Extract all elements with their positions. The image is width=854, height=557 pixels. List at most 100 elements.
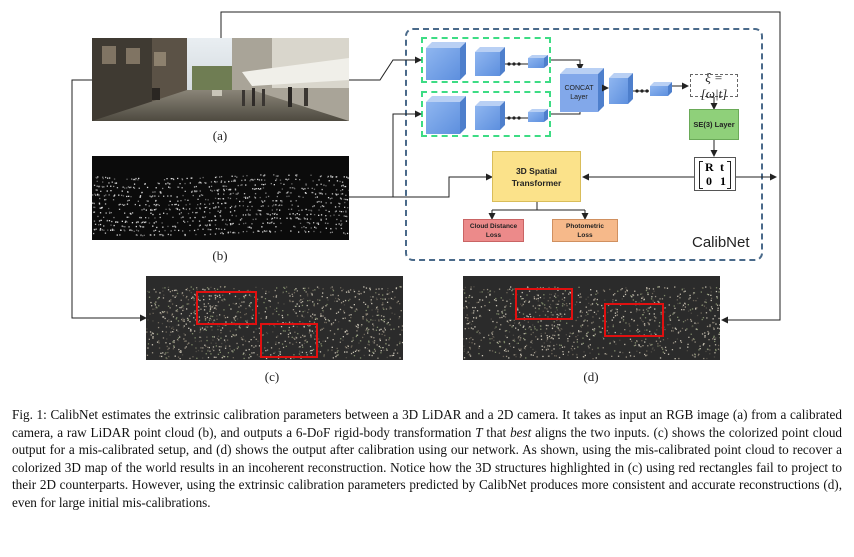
point bbox=[544, 307, 546, 309]
point bbox=[303, 217, 305, 219]
point bbox=[182, 230, 184, 232]
point bbox=[124, 221, 126, 223]
point bbox=[308, 222, 310, 224]
point bbox=[139, 216, 141, 219]
point bbox=[185, 289, 187, 291]
point bbox=[306, 293, 309, 295]
point bbox=[301, 304, 304, 307]
point bbox=[103, 229, 105, 231]
point bbox=[281, 204, 283, 206]
point bbox=[291, 183, 293, 185]
point bbox=[162, 316, 164, 318]
point bbox=[543, 297, 545, 299]
point bbox=[463, 348, 466, 350]
point bbox=[176, 208, 179, 210]
point bbox=[148, 296, 151, 298]
highlight-rectangle bbox=[515, 288, 573, 320]
point bbox=[392, 354, 395, 356]
point bbox=[187, 318, 190, 320]
point bbox=[593, 335, 596, 337]
point bbox=[311, 294, 313, 296]
point bbox=[100, 219, 102, 221]
point bbox=[192, 211, 194, 214]
point bbox=[239, 303, 241, 305]
point bbox=[388, 339, 390, 341]
point bbox=[335, 355, 337, 358]
point bbox=[385, 343, 387, 345]
point bbox=[179, 336, 181, 338]
point bbox=[232, 222, 234, 225]
point bbox=[216, 337, 219, 340]
point bbox=[368, 344, 370, 346]
point bbox=[377, 309, 379, 311]
point bbox=[278, 350, 280, 353]
point bbox=[168, 208, 171, 210]
point bbox=[372, 296, 374, 298]
point bbox=[194, 340, 197, 342]
point bbox=[115, 221, 117, 223]
point bbox=[198, 225, 201, 227]
point bbox=[298, 300, 301, 302]
point bbox=[185, 204, 187, 206]
point bbox=[504, 316, 507, 318]
point bbox=[313, 230, 315, 233]
point bbox=[220, 329, 222, 331]
point bbox=[165, 331, 167, 333]
point bbox=[245, 349, 247, 351]
point bbox=[701, 287, 704, 289]
point bbox=[719, 331, 720, 334]
point bbox=[302, 196, 304, 198]
point bbox=[581, 324, 584, 326]
point bbox=[344, 299, 347, 302]
point bbox=[208, 220, 210, 222]
point bbox=[546, 347, 548, 349]
point bbox=[111, 220, 113, 223]
point bbox=[255, 338, 257, 340]
point bbox=[546, 308, 548, 310]
point bbox=[265, 292, 267, 295]
point bbox=[714, 340, 716, 343]
point bbox=[221, 327, 224, 329]
point bbox=[496, 321, 498, 324]
point bbox=[209, 350, 211, 352]
point bbox=[277, 204, 280, 207]
point bbox=[148, 222, 151, 224]
point bbox=[195, 212, 197, 214]
point bbox=[214, 176, 217, 179]
point bbox=[133, 178, 135, 181]
point bbox=[221, 299, 223, 301]
point bbox=[154, 229, 157, 231]
point bbox=[235, 215, 237, 217]
point bbox=[668, 316, 670, 318]
point bbox=[480, 306, 483, 308]
point bbox=[210, 295, 212, 297]
point bbox=[310, 174, 312, 176]
point bbox=[179, 307, 181, 309]
point bbox=[501, 316, 503, 319]
point bbox=[126, 203, 129, 205]
point bbox=[308, 332, 311, 334]
point bbox=[255, 328, 257, 330]
point bbox=[384, 334, 386, 337]
point bbox=[709, 324, 711, 326]
point bbox=[389, 306, 391, 308]
point bbox=[167, 182, 169, 184]
point bbox=[251, 345, 253, 347]
point bbox=[194, 313, 196, 315]
point bbox=[515, 327, 517, 329]
point bbox=[559, 344, 561, 346]
point bbox=[95, 194, 97, 196]
point bbox=[401, 325, 403, 327]
point bbox=[168, 326, 171, 328]
point bbox=[298, 209, 300, 212]
point bbox=[601, 304, 603, 307]
point bbox=[214, 180, 216, 183]
point bbox=[362, 336, 364, 339]
point bbox=[308, 308, 310, 311]
point bbox=[330, 202, 332, 204]
point bbox=[691, 354, 694, 356]
panel-label-a: (a) bbox=[212, 128, 228, 143]
point bbox=[288, 195, 290, 197]
point bbox=[299, 342, 301, 344]
point bbox=[158, 342, 160, 344]
